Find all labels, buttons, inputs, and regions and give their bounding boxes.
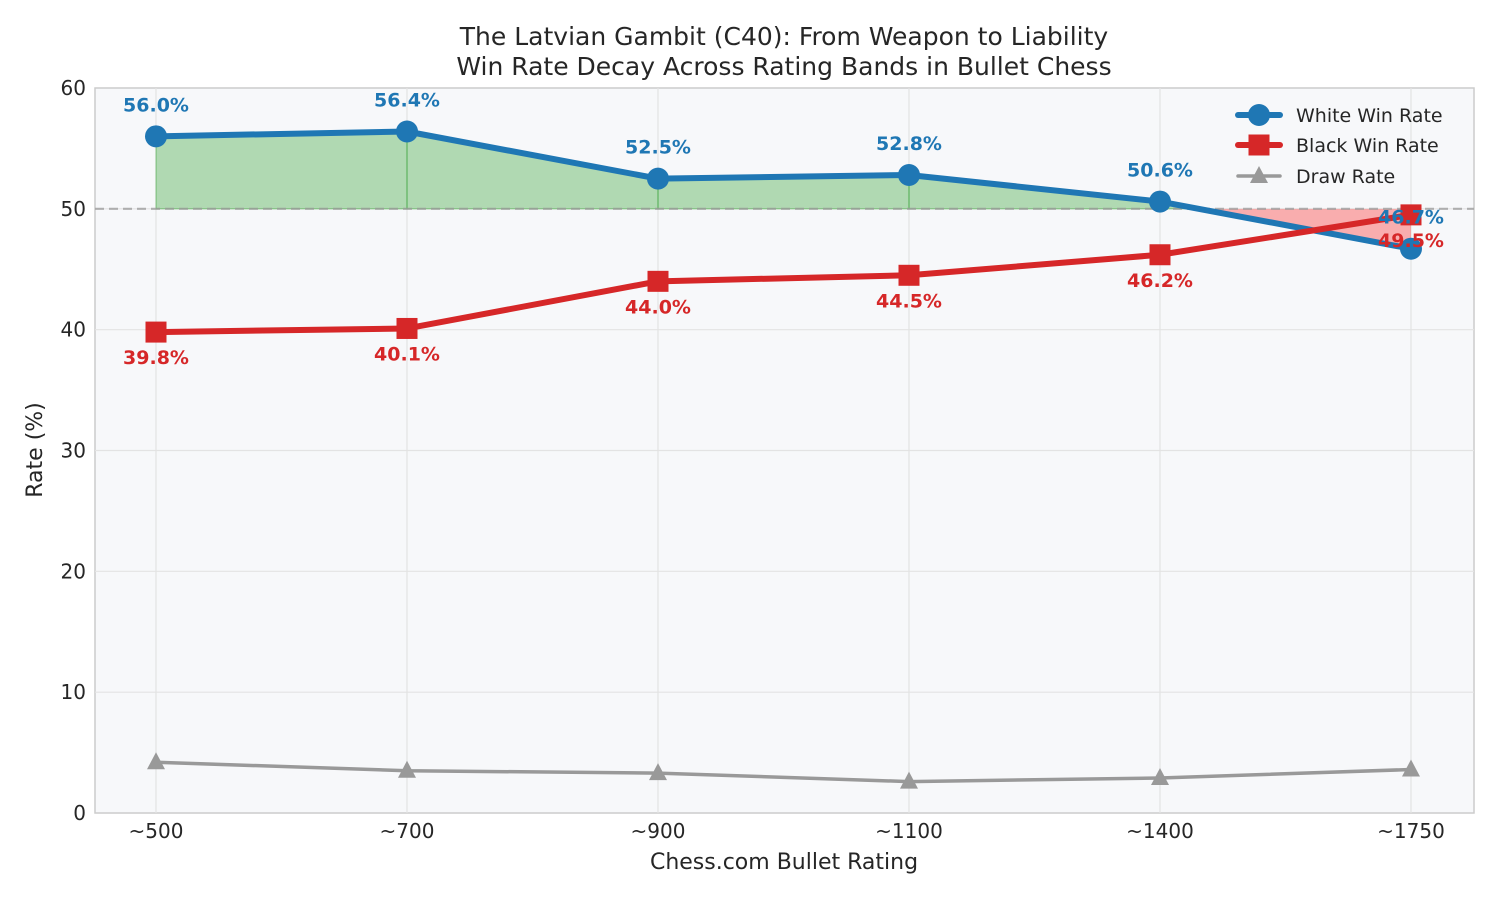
legend-square-marker bbox=[1248, 134, 1270, 156]
black-win-label: 39.8% bbox=[123, 347, 189, 369]
legend-item: Draw Rate bbox=[1236, 166, 1395, 188]
y-tick-label: 20 bbox=[61, 559, 86, 583]
white-win-point bbox=[396, 120, 418, 143]
white-win-label: 50.6% bbox=[1127, 160, 1193, 182]
white-advantage-area bbox=[155, 130, 408, 210]
series-black-win-rate bbox=[145, 204, 1422, 343]
data-labels: 56.0% 56.4% 52.5% 52.8% 50.6% 46.7% 39.8% 40.1%… bbox=[123, 90, 1444, 370]
black-win-label: 46.2% bbox=[1127, 270, 1193, 292]
series-line bbox=[154, 760, 1413, 784]
draw-point bbox=[398, 760, 416, 778]
white-win-point bbox=[1400, 237, 1422, 260]
axis-ticks: 0 10 20 30 40 50 60 ~500 ~700 ~900 ~1100 ~1400 ~1750 bbox=[61, 76, 1445, 843]
black-win-point bbox=[1400, 204, 1422, 226]
black-win-label: 44.0% bbox=[625, 296, 691, 318]
white-win-point bbox=[898, 164, 920, 186]
white-win-point bbox=[145, 125, 167, 148]
win-advantage-fill bbox=[155, 130, 1411, 249]
y-axis-label: Rate (%) bbox=[23, 402, 48, 498]
legend-item: Black Win Rate bbox=[1235, 134, 1439, 157]
white-win-point bbox=[1149, 190, 1171, 213]
legend-label: Draw Rate bbox=[1296, 166, 1395, 188]
legend-label: White Win Rate bbox=[1296, 105, 1443, 127]
y-tick-label: 40 bbox=[61, 318, 86, 342]
white-win-label: 56.4% bbox=[374, 90, 440, 112]
black-win-point bbox=[145, 321, 167, 343]
legend-label: Black Win Rate bbox=[1296, 135, 1439, 157]
y-tick-label: 0 bbox=[73, 801, 86, 825]
x-tick-label: ~500 bbox=[129, 819, 184, 843]
y-tick-label: 10 bbox=[61, 680, 86, 704]
x-tick-label: ~1100 bbox=[875, 819, 943, 843]
series-line bbox=[153, 128, 1414, 252]
y-tick-label: 30 bbox=[61, 439, 86, 463]
draw-point bbox=[900, 771, 918, 789]
legend-circle-marker bbox=[1248, 104, 1270, 126]
white-win-label: 52.5% bbox=[625, 137, 691, 159]
black-win-label: 40.1% bbox=[374, 343, 440, 365]
draw-point bbox=[1402, 759, 1420, 777]
legend-item: White Win Rate bbox=[1235, 104, 1443, 127]
black-win-label: 49.5% bbox=[1378, 230, 1444, 252]
legend-triangle-marker bbox=[1250, 166, 1268, 183]
x-tick-label: ~1400 bbox=[1126, 819, 1194, 843]
black-win-point bbox=[898, 264, 920, 286]
draw-point bbox=[147, 752, 165, 770]
draw-point bbox=[1151, 767, 1169, 785]
white-win-point bbox=[647, 167, 669, 190]
x-tick-label: ~1750 bbox=[1377, 819, 1445, 843]
legend: White Win Rate Black Win Rate Draw Rate bbox=[1235, 104, 1443, 188]
series-line bbox=[153, 211, 1414, 336]
black-win-label: 44.5% bbox=[876, 290, 942, 312]
draw-point bbox=[649, 763, 667, 781]
black-win-point bbox=[647, 270, 669, 292]
y-tick-label: 50 bbox=[61, 197, 86, 221]
y-tick-label: 60 bbox=[61, 76, 86, 100]
white-win-label: 56.0% bbox=[123, 94, 189, 116]
x-tick-label: ~900 bbox=[631, 819, 686, 843]
series-layer bbox=[145, 120, 1422, 789]
chart-title: The Latvian Gambit (C40): From Weapon to… bbox=[459, 22, 1109, 51]
white-win-label: 46.7% bbox=[1378, 207, 1444, 229]
black-win-point bbox=[1149, 244, 1171, 266]
x-axis-label: Chess.com Bullet Rating bbox=[650, 850, 918, 875]
black-win-point bbox=[396, 317, 418, 339]
series-white-win-rate bbox=[145, 120, 1422, 260]
series-draw-rate bbox=[147, 752, 1420, 789]
chart-subtitle: Win Rate Decay Across Rating Bands in Bu… bbox=[456, 52, 1111, 81]
x-tick-label: ~700 bbox=[380, 819, 435, 843]
white-win-label: 52.8% bbox=[876, 133, 942, 155]
